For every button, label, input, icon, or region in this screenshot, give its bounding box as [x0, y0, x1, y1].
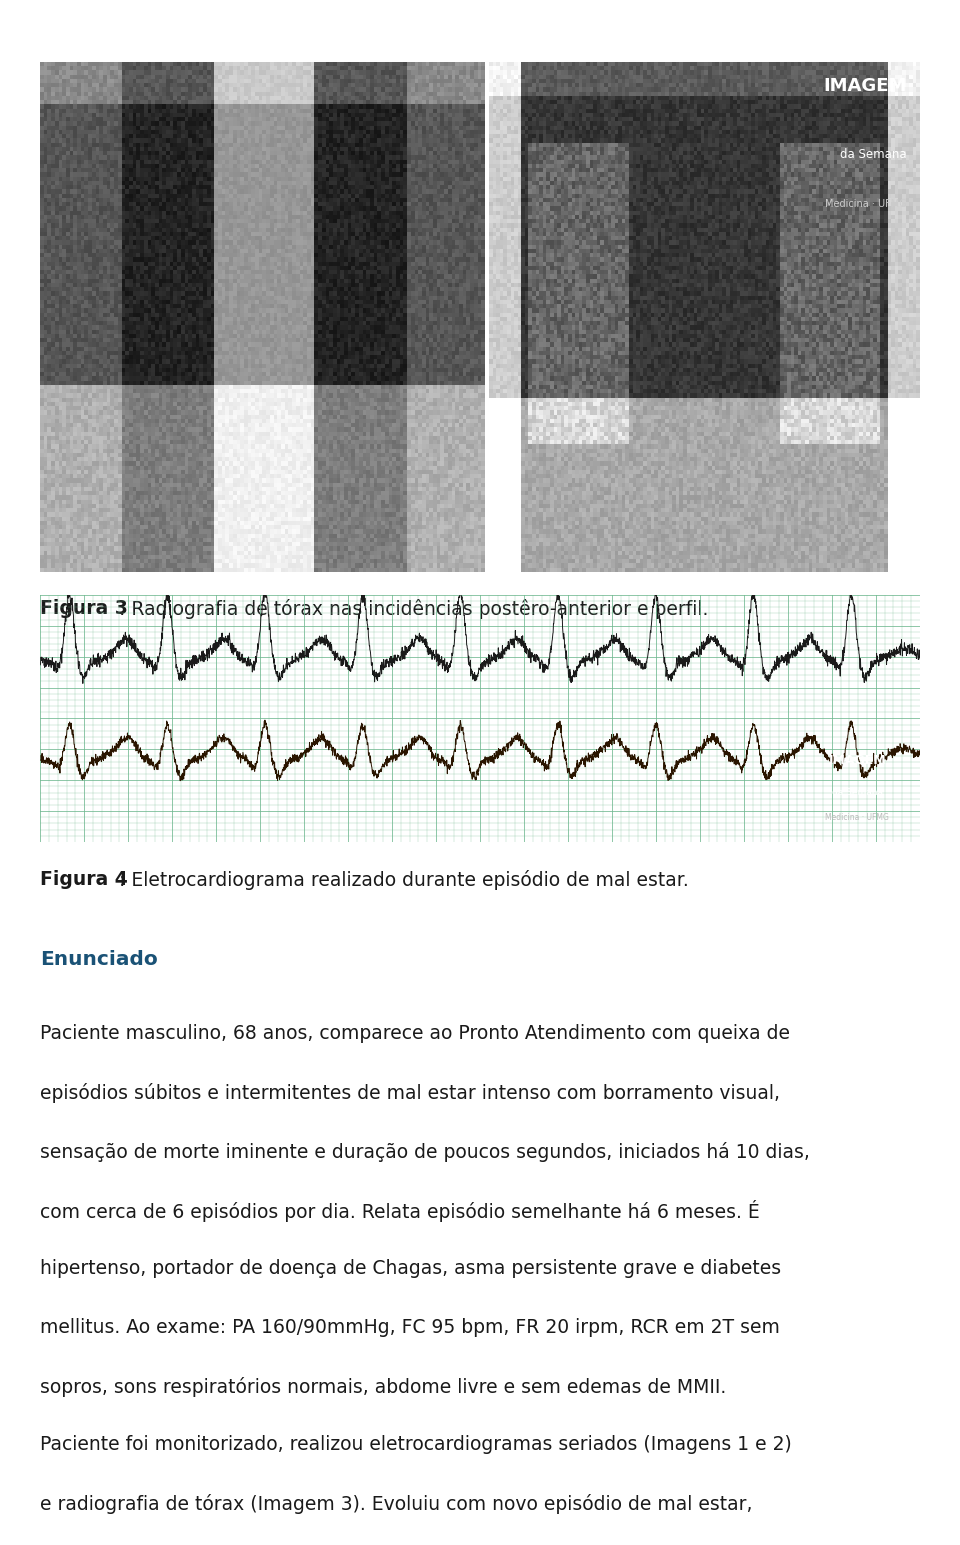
- Text: com cerca de 6 episódios por dia. Relata episódio semelhante há 6 meses. É: com cerca de 6 episódios por dia. Relata…: [40, 1200, 760, 1222]
- Text: : Eletrocardiograma realizado durante episódio de mal estar.: : Eletrocardiograma realizado durante ep…: [119, 870, 688, 890]
- Text: da Semana: da Semana: [831, 788, 883, 797]
- Text: IMAGEM: IMAGEM: [828, 754, 886, 766]
- Text: hipertenso, portador de doença de Chagas, asma persistente grave e diabetes: hipertenso, portador de doença de Chagas…: [40, 1259, 781, 1278]
- Text: episódios súbitos e intermitentes de mal estar intenso com borramento visual,: episódios súbitos e intermitentes de mal…: [40, 1083, 780, 1103]
- Text: Figura 4: Figura 4: [40, 870, 128, 888]
- Text: Figura 3: Figura 3: [40, 599, 129, 618]
- Text: Medicina · UFMG: Medicina · UFMG: [825, 199, 907, 210]
- Text: sopros, sons respiratórios normais, abdome livre e sem edemas de MMII.: sopros, sons respiratórios normais, abdo…: [40, 1377, 727, 1397]
- Text: sensação de morte iminente e duração de poucos segundos, iniciados há 10 dias,: sensação de morte iminente e duração de …: [40, 1142, 810, 1162]
- Text: Paciente foi monitorizado, realizou eletrocardiogramas seriados (Imagens 1 e 2): Paciente foi monitorizado, realizou elet…: [40, 1435, 792, 1454]
- Text: Enunciado: Enunciado: [40, 950, 158, 969]
- Text: Paciente masculino, 68 anos, comparece ao Pronto Atendimento com queixa de: Paciente masculino, 68 anos, comparece a…: [40, 1024, 790, 1043]
- Text: : Radiografia de tórax nas incidências postêro-anterior e perfil.: : Radiografia de tórax nas incidências p…: [119, 599, 708, 620]
- Text: IMAGEM: IMAGEM: [824, 77, 907, 96]
- Text: mellitus. Ao exame: PA 160/90mmHg, FC 95 bpm, FR 20 irpm, RCR em 2T sem: mellitus. Ao exame: PA 160/90mmHg, FC 95…: [40, 1318, 780, 1336]
- Text: Medicina · UFMG: Medicina · UFMG: [826, 813, 889, 822]
- Text: e radiografia de tórax (Imagem 3). Evoluiu com novo episódio de mal estar,: e radiografia de tórax (Imagem 3). Evolu…: [40, 1494, 753, 1514]
- Text: da Semana: da Semana: [840, 148, 907, 162]
